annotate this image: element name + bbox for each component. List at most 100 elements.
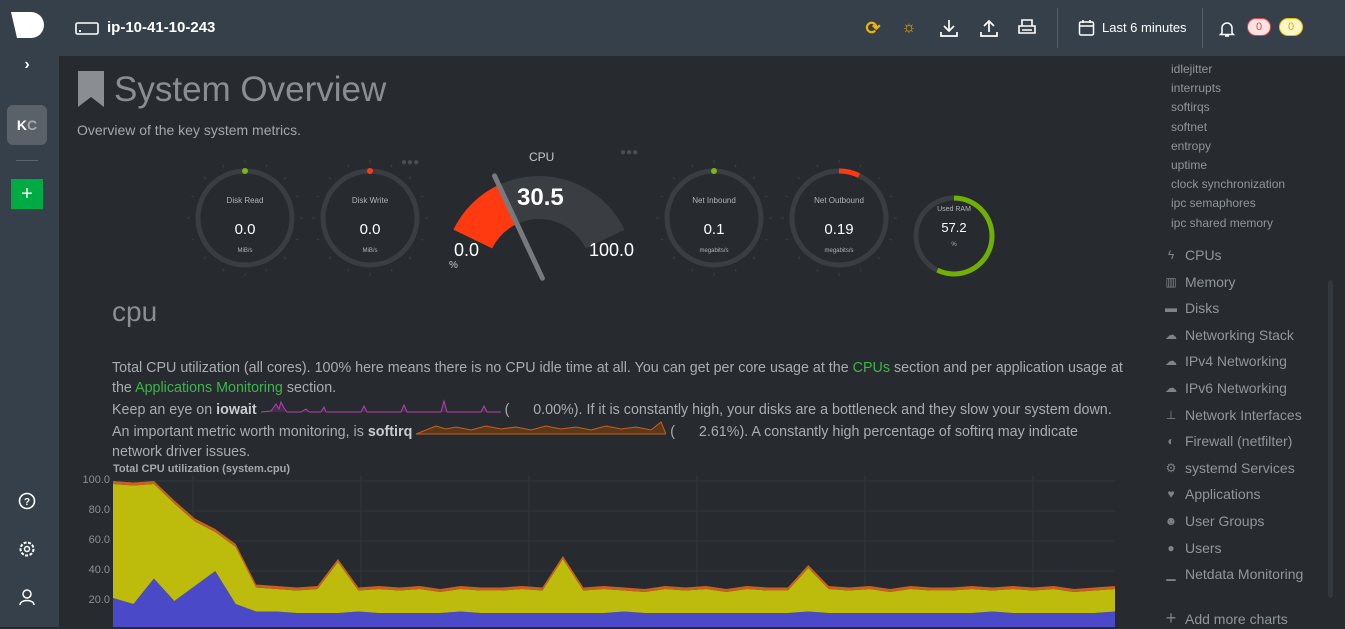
- applications-monitoring-link[interactable]: Applications Monitoring: [135, 380, 283, 396]
- text: section and per application usage at the: [112, 360, 1123, 396]
- avatar-initial: K: [16, 117, 27, 133]
- gauge-fill: [838, 168, 861, 178]
- page-subtitle: Overview of the key system metrics.: [77, 122, 302, 138]
- sync-alert-icon[interactable]: ⟳: [865, 17, 881, 38]
- text: ). A constantly high percentage of softi…: [112, 424, 1078, 460]
- menu-item[interactable]: ♥ Applications: [1163, 486, 1261, 503]
- menu-item-label: User Groups: [1185, 513, 1265, 529]
- lightbulb-icon[interactable]: ☼: [901, 19, 917, 36]
- gauge-label: Disk Write: [351, 196, 389, 205]
- netdata-logo[interactable]: [11, 12, 45, 38]
- gauge-value: 57.2: [941, 220, 967, 235]
- divider: [1057, 8, 1058, 48]
- menu-item[interactable]: ● Users: [1163, 540, 1221, 556]
- critical-alerts-badge[interactable]: 0: [1247, 18, 1271, 36]
- menu-item[interactable]: ◐ Firewall (netfilter): [1163, 433, 1292, 449]
- menu-item-label: systemd Services: [1185, 459, 1295, 476]
- softirq-value: 2.61%: [698, 424, 740, 440]
- gauge-unit: %: [449, 260, 458, 271]
- menu-item-label: CPUs: [1185, 247, 1222, 263]
- text: Total CPU utilization (all cores). 100% …: [112, 360, 853, 376]
- gauge-value: 0.19: [824, 221, 854, 238]
- help-icon[interactable]: ?: [18, 492, 36, 510]
- user-profile-icon[interactable]: [18, 588, 36, 606]
- menu-item[interactable]: ☁ IPv4 Networking: [1163, 353, 1287, 369]
- gauge-value: 0.0: [234, 221, 256, 238]
- menu-item[interactable]: ▥ Memory: [1163, 273, 1236, 290]
- gauge-disk-write[interactable]: Disk Write 0.0 MiB/s: [311, 159, 429, 277]
- section-title: cpu: [112, 296, 158, 327]
- menu-item-label: Disks: [1185, 300, 1220, 317]
- settings-gear-icon[interactable]: [18, 540, 36, 558]
- gauge-fill: [936, 195, 995, 277]
- menu-item-label: Applications: [1185, 486, 1261, 503]
- add-more-charts-button[interactable]: + Add more charts: [1163, 608, 1288, 629]
- cloud-icon: ☁: [1165, 354, 1177, 369]
- chart-title: Total CPU utilization (system.cpu): [113, 463, 291, 475]
- submenu-item[interactable]: ipc semaphores: [1171, 196, 1256, 211]
- bell-icon[interactable]: [1219, 20, 1235, 37]
- cpus-link[interactable]: CPUs: [852, 360, 890, 376]
- time-range-picker[interactable]: Last 6 minutes: [1102, 20, 1187, 35]
- top-bar: ip-10-41-10-243 ⟳ ☼ Last 6 minutes 0 0: [59, 0, 1345, 56]
- gauge-disk-read[interactable]: Disk Read 0.0 MiB/s: [186, 159, 304, 277]
- gauge-value: 30.5: [517, 184, 564, 211]
- upload-icon[interactable]: [977, 16, 1001, 40]
- submenu-item[interactable]: softnet: [1171, 119, 1208, 134]
- menu-item[interactable]: ☻ User Groups: [1163, 513, 1265, 529]
- warning-alerts-badge[interactable]: 0: [1279, 18, 1303, 36]
- menu-item-label: Memory: [1185, 273, 1236, 290]
- submenu-item[interactable]: softirqs: [1171, 100, 1210, 115]
- print-icon[interactable]: [1015, 16, 1039, 40]
- menu-item[interactable]: ▬ Disks: [1163, 300, 1219, 316]
- hostname[interactable]: ip-10-41-10-243: [107, 19, 216, 36]
- more-options-icon[interactable]: ●●●: [401, 157, 420, 168]
- submenu-item[interactable]: interrupts: [1171, 81, 1222, 96]
- menu-item[interactable]: ☁ Networking Stack: [1163, 327, 1294, 343]
- menu-item[interactable]: ☁ IPv6 Networking: [1163, 380, 1287, 396]
- submenu-item[interactable]: uptime: [1171, 158, 1208, 172]
- submenu-item[interactable]: entropy: [1171, 138, 1212, 153]
- gauge-unit: MiB/s: [362, 248, 378, 254]
- gauge-used-ram[interactable]: Used RAM 57.2 %: [904, 186, 1004, 286]
- gauge-value: 0.1: [703, 221, 725, 238]
- menu-item-label: Netdata Monitoring: [1185, 566, 1304, 583]
- gauge-marker: [242, 168, 248, 174]
- menu-item[interactable]: ⊥ Network Interfaces: [1163, 407, 1302, 423]
- menu-item[interactable]: ϟ CPUs: [1163, 247, 1222, 263]
- cpu-description: Total CPU utilization (all cores). 100% …: [112, 360, 1123, 460]
- calendar-icon[interactable]: [1078, 19, 1095, 37]
- divider: [1202, 8, 1203, 48]
- cloud-icon: ☁: [1165, 327, 1177, 342]
- scrollbar[interactable]: [1328, 280, 1333, 598]
- gauge-net-outbound[interactable]: Net Outbound 0.19 megabits/s: [780, 159, 898, 277]
- shield-icon: ◐: [1167, 434, 1175, 449]
- bookmark-icon: [78, 71, 104, 107]
- menu-item[interactable]: ▁ Netdata Monitoring: [1163, 566, 1303, 582]
- text: ). If it is constantly high, your disks …: [573, 402, 1112, 418]
- gauge-net-inbound[interactable]: Net Inbound 0.1 megabits/s: [655, 159, 773, 277]
- menu-item[interactable]: ⚙ systemd Services: [1163, 460, 1295, 476]
- submenu-item[interactable]: clock synchronization: [1171, 177, 1286, 192]
- add-more-charts-label: Add more charts: [1185, 610, 1288, 627]
- text: Keep an eye on: [112, 402, 217, 418]
- gauge-cpu[interactable]: CPU 30.5 0.0 100.0 %: [439, 146, 639, 286]
- menu-item-label: Network Interfaces: [1185, 406, 1302, 423]
- softirq-sparkline: [416, 421, 668, 435]
- add-space-button[interactable]: +: [11, 179, 43, 209]
- right-nav: idlejitter interrupts softirqs softnet entro…: [1155, 56, 1345, 629]
- softirq-label: softirq: [367, 424, 413, 440]
- submenu-item[interactable]: idlejitter: [1171, 62, 1213, 76]
- expand-sidebar-button[interactable]: ›: [24, 56, 30, 73]
- gauge-label: Disk Read: [226, 196, 264, 205]
- cpu-utilization-chart[interactable]: [113, 476, 1115, 627]
- text: An important metric worth monitoring, is: [112, 424, 368, 440]
- server-icon: [75, 22, 99, 35]
- submenu-item[interactable]: ipc shared memory: [1171, 215, 1274, 230]
- menu-item-label: IPv4 Networking: [1185, 353, 1287, 370]
- download-icon[interactable]: [937, 16, 961, 40]
- chart-icon: ▁: [1166, 567, 1176, 582]
- main-content: System Overview Overview of the key syst…: [59, 56, 1155, 627]
- more-options-icon[interactable]: ●●●: [620, 147, 639, 158]
